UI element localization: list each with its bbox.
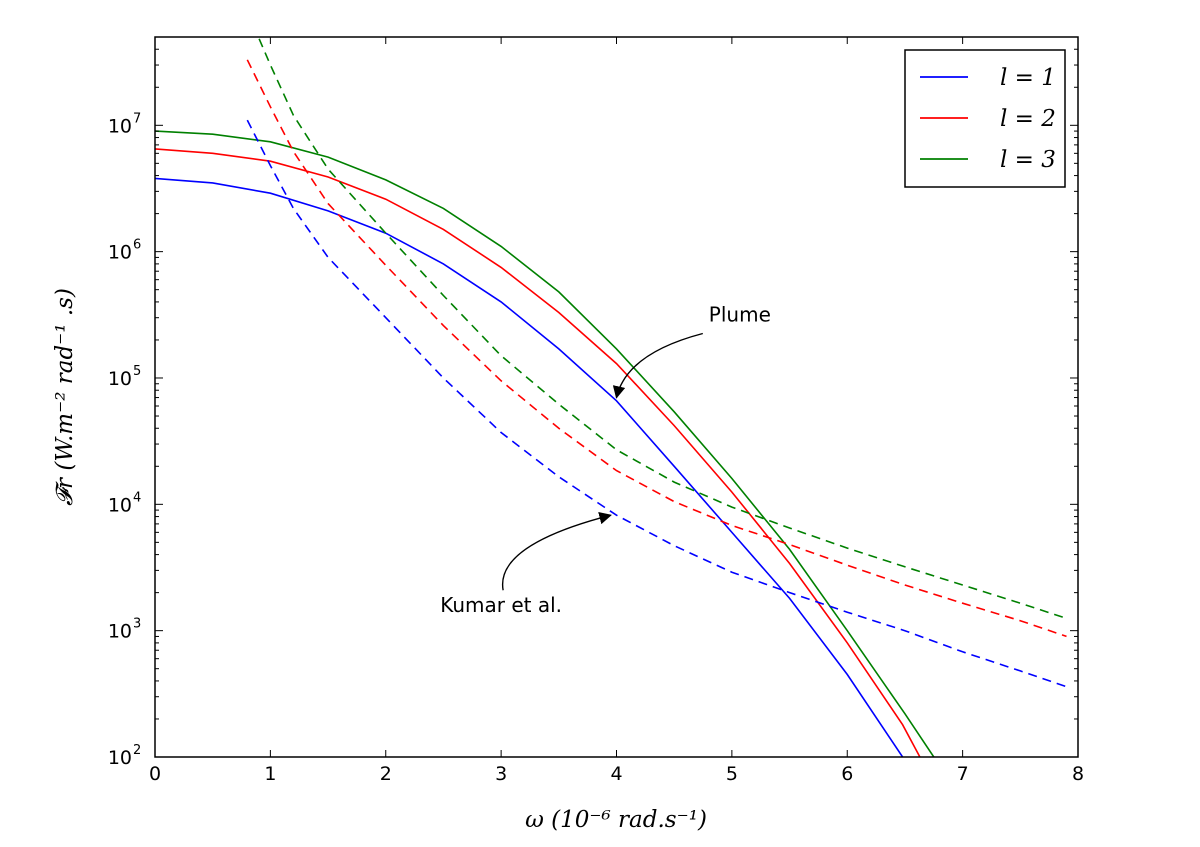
series-line-kumar-l1	[246, 119, 1067, 688]
y-tick-label: 10	[108, 115, 132, 137]
series-line-plume-l3	[155, 130, 935, 757]
x-tick-label: 5	[726, 763, 738, 785]
x-tick-labels: 0 1 2 3 4 5 6 7 8	[149, 763, 1084, 785]
annotation-plume-label: Plume	[709, 302, 771, 326]
series-line-plume-l2	[155, 148, 921, 757]
y-axis-label: 𝓕r (W.m⁻² rad⁻¹ .s)	[52, 288, 78, 506]
y-tick-label: 10	[108, 621, 132, 643]
series-line-kumar-l3	[257, 37, 1067, 620]
x-tick-label: 2	[380, 763, 392, 785]
y-tick-exponent: 2	[133, 743, 141, 758]
y-tick-exponent: 5	[133, 364, 141, 379]
x-tick-label: 7	[957, 763, 969, 785]
y-tick-exponent: 6	[133, 238, 141, 253]
annotations: Plume Kumar et al.	[440, 302, 771, 617]
y-tick-label: 10	[108, 494, 132, 516]
x-tick-label: 3	[495, 763, 507, 785]
x-tick-label: 8	[1072, 763, 1084, 785]
legend: l = 1 l = 2 l = 3	[904, 49, 1066, 188]
y-tick-exponent: 3	[133, 617, 141, 632]
y-tick-exponent: 7	[133, 111, 141, 126]
series-line-kumar-l2	[246, 59, 1067, 638]
x-tick-label: 1	[264, 763, 276, 785]
y-tick-label: 10	[108, 747, 132, 769]
series-line-plume-l1	[155, 177, 904, 757]
annotation-plume-arrow	[612, 332, 703, 399]
y-tick-label: 10	[108, 368, 132, 390]
legend-label-l2: l = 2	[1000, 106, 1056, 132]
y-tick-exponent: 4	[133, 490, 141, 505]
y-tick-label: 10	[108, 242, 132, 264]
annotation-kumar-label: Kumar et al.	[440, 593, 562, 617]
legend-label-l3: l = 3	[1000, 147, 1056, 173]
series-layer	[155, 37, 1067, 757]
x-tick-label: 0	[149, 763, 161, 785]
x-axis-label: ω (10⁻⁶ rad.s⁻¹)	[525, 807, 707, 833]
annotation-kumar-arrow	[501, 511, 612, 591]
legend-label-l1: l = 1	[1000, 65, 1056, 91]
plot-frame	[154, 36, 1079, 758]
x-tick-label: 4	[610, 763, 622, 785]
x-tick-label: 6	[841, 763, 853, 785]
